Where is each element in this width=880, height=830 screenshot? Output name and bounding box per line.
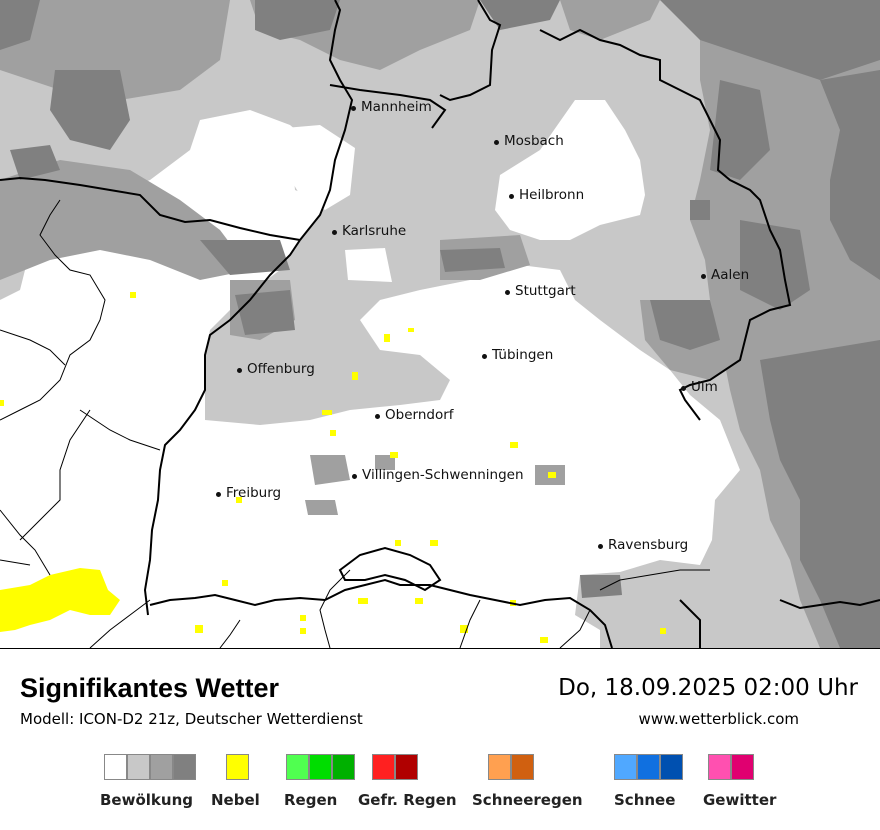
legend-swatches xyxy=(104,754,196,782)
website-link[interactable]: www.wetterblick.com xyxy=(638,710,799,728)
city-dot xyxy=(350,105,356,111)
city-dot xyxy=(374,413,380,419)
city-label: Ulm xyxy=(691,379,718,395)
city-dot xyxy=(236,367,242,373)
city-label: Mannheim xyxy=(361,99,432,115)
map-canvas xyxy=(0,0,880,648)
city-dot xyxy=(700,273,706,279)
legend-swatch xyxy=(731,754,754,780)
legend-swatch xyxy=(150,754,173,780)
legend-label: Gewitter xyxy=(703,791,777,809)
legend-swatch xyxy=(226,754,249,780)
legend-label: Bewölkung xyxy=(100,791,193,809)
city-dot xyxy=(215,491,221,497)
city-label: Villingen-Schwenningen xyxy=(362,467,524,483)
city-label: Freiburg xyxy=(226,485,282,501)
legend-label: Nebel xyxy=(211,791,260,809)
city-label: Aalen xyxy=(711,267,750,283)
legend-swatch xyxy=(488,754,511,780)
legend-swatches xyxy=(708,754,754,782)
clear-area-karlsruhe xyxy=(285,125,355,210)
state-borders xyxy=(0,0,880,648)
city-label: Offenburg xyxy=(247,361,315,377)
clear-area-heilbronn xyxy=(495,100,645,240)
city-label: Oberndorf xyxy=(385,407,454,423)
city-dot xyxy=(481,353,487,359)
legend-swatch xyxy=(708,754,731,780)
city-dot xyxy=(493,139,499,145)
legend-swatches xyxy=(286,754,355,782)
legend-label: Schnee xyxy=(614,791,676,809)
legend-swatch xyxy=(660,754,683,780)
city-label: Stuttgart xyxy=(515,283,576,299)
district-borders xyxy=(0,199,710,648)
legend-swatch xyxy=(511,754,534,780)
legend-swatch xyxy=(614,754,637,780)
page-title: Signifikantes Wetter xyxy=(20,673,280,703)
legend-swatch xyxy=(395,754,418,780)
city-dot xyxy=(504,289,510,295)
legend-swatches xyxy=(614,754,683,782)
city-label: Mosbach xyxy=(504,133,564,149)
city-dot xyxy=(680,385,686,391)
legend-swatch xyxy=(332,754,355,780)
legend-label: Gefr. Regen xyxy=(358,791,457,809)
city-dot xyxy=(597,543,603,549)
city-dot xyxy=(351,473,357,479)
legend-label: Schneeregen xyxy=(472,791,583,809)
clear-area-southwest xyxy=(0,270,205,590)
clear-area-north xyxy=(345,248,392,282)
legend-swatch xyxy=(104,754,127,780)
fog-areas xyxy=(0,292,666,643)
cloud-cover-dark xyxy=(0,0,880,648)
city-dot xyxy=(331,229,337,235)
city-label: Tübingen xyxy=(492,347,554,363)
legend-swatch xyxy=(372,754,395,780)
legend-swatch xyxy=(309,754,332,780)
city-dot xyxy=(508,193,514,199)
legend-swatch xyxy=(286,754,309,780)
model-info: Modell: ICON-D2 21z, Deutscher Wetterdie… xyxy=(20,710,363,728)
legend-swatches xyxy=(372,754,418,782)
legend-swatches xyxy=(226,754,249,782)
legend-swatch xyxy=(637,754,660,780)
legend-swatch xyxy=(173,754,196,780)
cloud-cover-light xyxy=(0,0,880,648)
city-label: Ravensburg xyxy=(608,537,689,553)
weather-map: Mannheim Mosbach Heilbronn Karlsruhe Aalen St… xyxy=(0,0,880,649)
legend-swatch xyxy=(127,754,150,780)
footer: Signifikantes Wetter Modell: ICON-D2 21z… xyxy=(0,649,880,830)
legend-label: Regen xyxy=(284,791,338,809)
city-label: Karlsruhe xyxy=(342,223,407,239)
legend-swatches xyxy=(488,754,534,782)
forecast-datetime: Do, 18.09.2025 02:00 Uhr xyxy=(558,675,858,701)
city-label: Heilbronn xyxy=(519,187,585,203)
